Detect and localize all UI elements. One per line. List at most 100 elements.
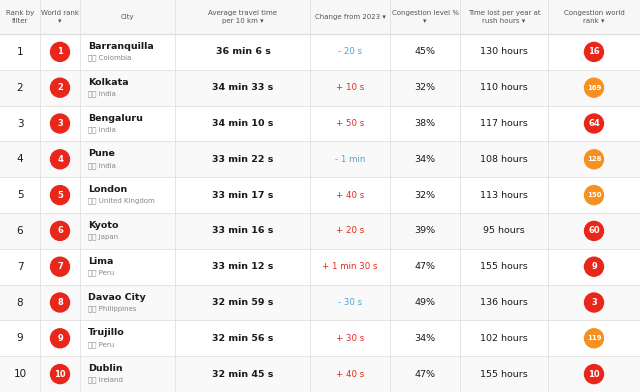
Circle shape xyxy=(51,150,70,169)
Circle shape xyxy=(584,257,604,276)
Text: World rank
▾: World rank ▾ xyxy=(41,10,79,24)
Text: 🇯🇵 Japan: 🇯🇵 Japan xyxy=(88,234,118,240)
Text: Dublin: Dublin xyxy=(88,364,123,373)
Text: Davao City: Davao City xyxy=(88,292,146,301)
FancyBboxPatch shape xyxy=(0,70,640,105)
FancyBboxPatch shape xyxy=(0,356,640,392)
Text: 110 hours: 110 hours xyxy=(480,83,528,92)
Text: + 10 s: + 10 s xyxy=(336,83,364,92)
Text: 64: 64 xyxy=(588,119,600,128)
Text: 🇵🇪 Peru: 🇵🇪 Peru xyxy=(88,341,115,348)
Text: 95 hours: 95 hours xyxy=(483,227,525,236)
Text: + 20 s: + 20 s xyxy=(336,227,364,236)
Text: 119: 119 xyxy=(587,335,602,341)
Text: 4: 4 xyxy=(57,155,63,164)
Text: 117 hours: 117 hours xyxy=(480,119,528,128)
Circle shape xyxy=(584,78,604,97)
Text: 6: 6 xyxy=(17,226,23,236)
FancyBboxPatch shape xyxy=(0,0,640,34)
Text: 32%: 32% xyxy=(415,83,436,92)
Text: + 50 s: + 50 s xyxy=(336,119,364,128)
Text: City: City xyxy=(120,14,134,20)
Text: 10: 10 xyxy=(588,370,600,379)
Text: 9: 9 xyxy=(591,262,597,271)
Text: 3: 3 xyxy=(591,298,597,307)
Text: + 1 min 30 s: + 1 min 30 s xyxy=(323,262,378,271)
Text: 169: 169 xyxy=(587,85,601,91)
Circle shape xyxy=(584,114,604,133)
Text: 34 min 10 s: 34 min 10 s xyxy=(212,119,274,128)
Text: - 1 min: - 1 min xyxy=(335,155,365,164)
Text: 128: 128 xyxy=(587,156,601,162)
Text: 130 hours: 130 hours xyxy=(480,47,528,56)
Text: + 40 s: + 40 s xyxy=(336,370,364,379)
Text: 34%: 34% xyxy=(415,334,436,343)
Text: 34 min 33 s: 34 min 33 s xyxy=(212,83,274,92)
Text: 34%: 34% xyxy=(415,155,436,164)
Text: Barranquilla: Barranquilla xyxy=(88,42,154,51)
FancyBboxPatch shape xyxy=(0,285,640,320)
FancyBboxPatch shape xyxy=(0,177,640,213)
Text: 32 min 56 s: 32 min 56 s xyxy=(212,334,274,343)
Circle shape xyxy=(51,221,70,240)
Text: Kolkata: Kolkata xyxy=(88,78,129,87)
Text: 7: 7 xyxy=(17,262,23,272)
Text: Time lost per year at
rush hours ▾: Time lost per year at rush hours ▾ xyxy=(468,10,540,24)
Text: Rank by
filter: Rank by filter xyxy=(6,10,34,24)
Text: Change from 2023 ▾: Change from 2023 ▾ xyxy=(315,14,385,20)
Text: 155 hours: 155 hours xyxy=(480,370,528,379)
Text: Lima: Lima xyxy=(88,257,113,266)
Text: 7: 7 xyxy=(57,262,63,271)
Text: 🇮🇳 India: 🇮🇳 India xyxy=(88,162,116,169)
Text: 49%: 49% xyxy=(415,298,435,307)
FancyBboxPatch shape xyxy=(0,249,640,285)
Text: 3: 3 xyxy=(57,119,63,128)
Text: + 30 s: + 30 s xyxy=(336,334,364,343)
Text: 2: 2 xyxy=(57,83,63,92)
Circle shape xyxy=(584,329,604,348)
Text: Kyoto: Kyoto xyxy=(88,221,118,230)
FancyBboxPatch shape xyxy=(0,320,640,356)
FancyBboxPatch shape xyxy=(0,213,640,249)
Text: 45%: 45% xyxy=(415,47,435,56)
Text: 🇮🇪 Ireland: 🇮🇪 Ireland xyxy=(88,377,123,383)
Text: 4: 4 xyxy=(17,154,23,164)
Text: 38%: 38% xyxy=(415,119,436,128)
Text: 32 min 59 s: 32 min 59 s xyxy=(212,298,274,307)
Text: 39%: 39% xyxy=(415,227,436,236)
Text: 150: 150 xyxy=(587,192,601,198)
Circle shape xyxy=(51,185,70,205)
Circle shape xyxy=(51,78,70,97)
FancyBboxPatch shape xyxy=(0,34,640,70)
Text: - 20 s: - 20 s xyxy=(338,47,362,56)
Circle shape xyxy=(584,42,604,62)
Text: 5: 5 xyxy=(57,191,63,200)
Text: 🇬🇧 United Kingdom: 🇬🇧 United Kingdom xyxy=(88,198,155,204)
Text: 🇨🇴 Colombia: 🇨🇴 Colombia xyxy=(88,54,131,61)
Text: 10: 10 xyxy=(13,369,27,379)
Circle shape xyxy=(51,42,70,62)
Circle shape xyxy=(584,293,604,312)
Text: 113 hours: 113 hours xyxy=(480,191,528,200)
Text: 33 min 16 s: 33 min 16 s xyxy=(212,227,274,236)
Circle shape xyxy=(584,221,604,240)
FancyBboxPatch shape xyxy=(0,142,640,177)
Text: 33 min 12 s: 33 min 12 s xyxy=(212,262,274,271)
Text: Average travel time
per 10 km ▾: Average travel time per 10 km ▾ xyxy=(209,10,278,24)
Text: 8: 8 xyxy=(17,298,23,307)
Text: 36 min 6 s: 36 min 6 s xyxy=(216,47,271,56)
Text: 33 min 22 s: 33 min 22 s xyxy=(212,155,274,164)
Text: Congestion level %
▾: Congestion level % ▾ xyxy=(392,10,458,24)
Text: 16: 16 xyxy=(588,47,600,56)
Text: 5: 5 xyxy=(17,190,23,200)
Text: 136 hours: 136 hours xyxy=(480,298,528,307)
Text: 32%: 32% xyxy=(415,191,436,200)
Text: 1: 1 xyxy=(57,47,63,56)
Circle shape xyxy=(51,257,70,276)
Circle shape xyxy=(584,150,604,169)
Text: 10: 10 xyxy=(54,370,66,379)
Circle shape xyxy=(584,365,604,384)
Text: Congestion world
rank ▾: Congestion world rank ▾ xyxy=(564,10,625,24)
Text: 33 min 17 s: 33 min 17 s xyxy=(212,191,274,200)
Text: 1: 1 xyxy=(17,47,23,57)
